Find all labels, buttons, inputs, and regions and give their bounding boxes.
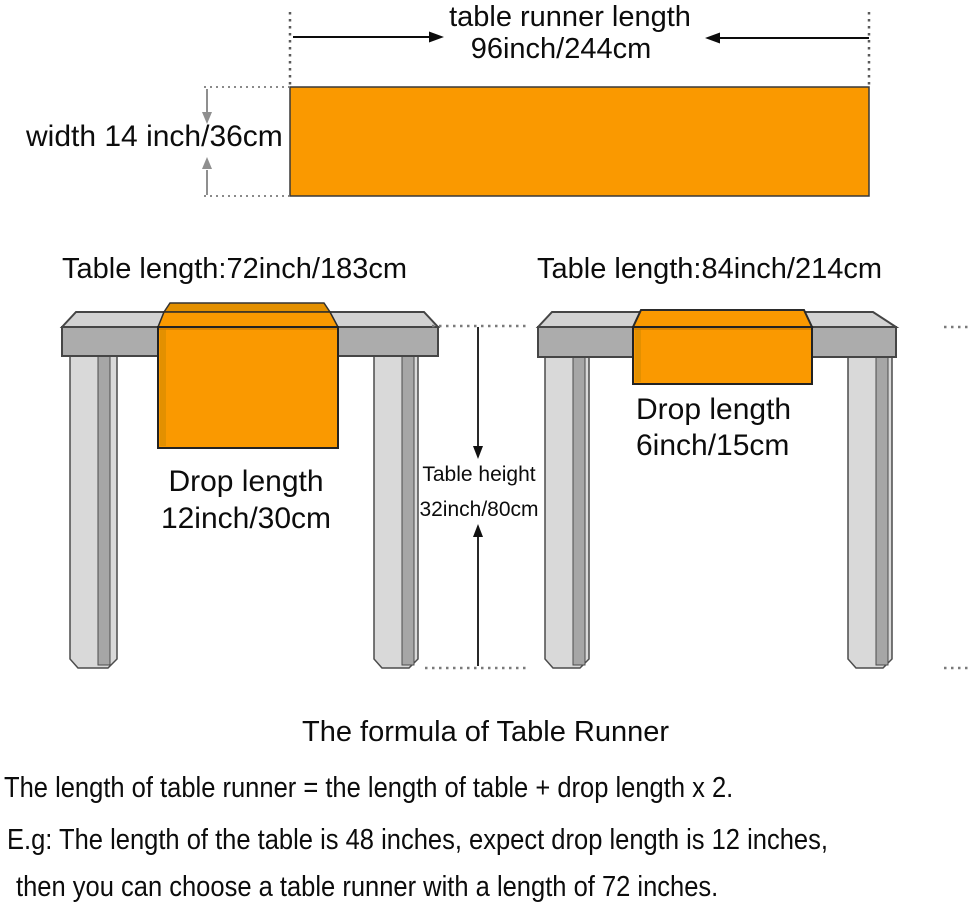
- left-table-title: Table length:72inch/183cm: [62, 253, 408, 285]
- right-table: [535, 311, 900, 669]
- right-runner-front-drop: [632, 326, 813, 385]
- runner-width-label: width 14 inch/36cm: [26, 120, 283, 153]
- table-height-label-line2: 32inch/80cm: [419, 498, 539, 521]
- table-height-label-line1: Table height: [422, 463, 536, 486]
- length-arrow-right-head-icon: [705, 32, 720, 44]
- runner-length-label-line2: 96inch/244cm: [470, 33, 652, 65]
- width-arrow-lower-head-icon: [202, 157, 212, 169]
- runner-length-label-line1: table runner length: [449, 1, 691, 33]
- right-table-left-leg-side: [572, 356, 586, 666]
- right-runner-top: [631, 309, 814, 328]
- formula-line3: then you can choose a table runner with …: [16, 871, 719, 903]
- width-arrow-upper-head-icon: [202, 112, 212, 124]
- right-runner-edge-shade: [635, 329, 641, 382]
- formula-title: The formula of Table Runner: [301, 716, 669, 748]
- runner-length-label: table runner length 96inch/244cm: [395, 1, 745, 65]
- table-height-label: Table height 32inch/80cm: [413, 457, 545, 527]
- right-table-right-leg-side: [875, 356, 889, 666]
- height-arrow-lower-head-icon: [473, 524, 483, 537]
- right-drop-label-line1: Drop length: [636, 393, 792, 426]
- left-runner-top: [156, 311, 340, 328]
- runner-length-dimension: [288, 12, 871, 86]
- right-drop-label: Drop length 6inch/15cm: [636, 392, 791, 464]
- left-runner-edge-shade: [160, 329, 166, 446]
- formula-line1: The length of table runner = the length …: [4, 772, 734, 804]
- left-table-left-leg-side: [97, 354, 111, 666]
- left-runner-far-drop: [162, 302, 332, 313]
- right-drop-label-line2: 6inch/15cm: [636, 429, 790, 462]
- flat-runner-rect: [289, 86, 870, 197]
- right-runner: [631, 309, 814, 385]
- left-drop-label-line2: 12inch/30cm: [160, 502, 332, 535]
- length-arrow-left-head-icon: [429, 31, 444, 43]
- right-table-title: Table length:84inch/214cm: [537, 253, 883, 285]
- left-runner-front-drop: [157, 326, 339, 449]
- left-drop-label: Drop length 12inch/30cm: [158, 463, 334, 537]
- left-drop-label-line1: Drop length: [168, 465, 324, 498]
- left-runner: [156, 302, 340, 449]
- runner-width-dimension: [202, 86, 289, 197]
- height-arrow-upper-head-icon: [473, 446, 483, 459]
- formula-line2: E.g: The length of the table is 48 inche…: [7, 824, 828, 856]
- table-height-dimension: [425, 324, 970, 670]
